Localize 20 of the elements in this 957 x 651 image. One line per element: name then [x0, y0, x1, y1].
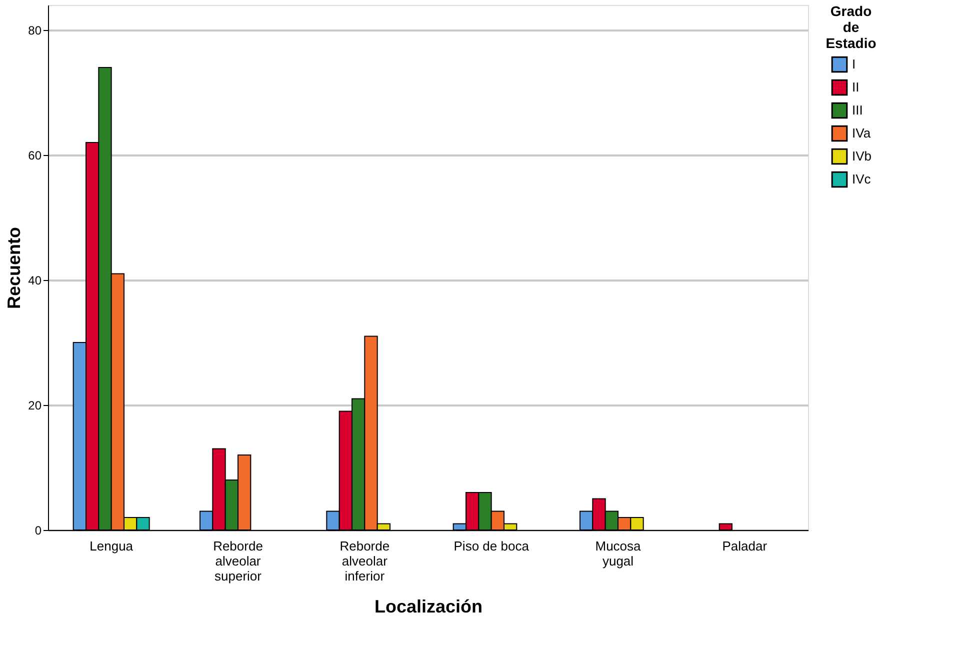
- legend-label: IVa: [852, 126, 872, 140]
- legend-label: IVb: [852, 148, 872, 164]
- y-tick-label: 0: [34, 524, 42, 538]
- x-tick-label: Reborde alveolar inferior: [340, 538, 390, 584]
- legend-label: III: [852, 102, 863, 118]
- legend-label: IVc: [852, 172, 872, 186]
- y-axis-title: Recuento: [4, 226, 24, 310]
- legend-label: II: [852, 80, 860, 94]
- y-tick-label: 60: [28, 148, 42, 162]
- legend-title: Grado de Estadio: [826, 3, 876, 51]
- x-tick-label: Mucosa yugal: [595, 538, 642, 568]
- y-tick-label: 80: [28, 24, 42, 38]
- x-tick-label: Paladar: [722, 538, 768, 554]
- y-tick-label: 20: [28, 398, 42, 412]
- legend-label: I: [852, 56, 856, 72]
- x-tick-label: Reborde alveolar superior: [213, 538, 263, 584]
- y-tick-label: 40: [28, 274, 42, 288]
- x-tick-label: Lengua: [90, 538, 134, 554]
- x-axis-title: Localización: [374, 596, 483, 616]
- x-tick-label: Piso de boca: [454, 538, 530, 554]
